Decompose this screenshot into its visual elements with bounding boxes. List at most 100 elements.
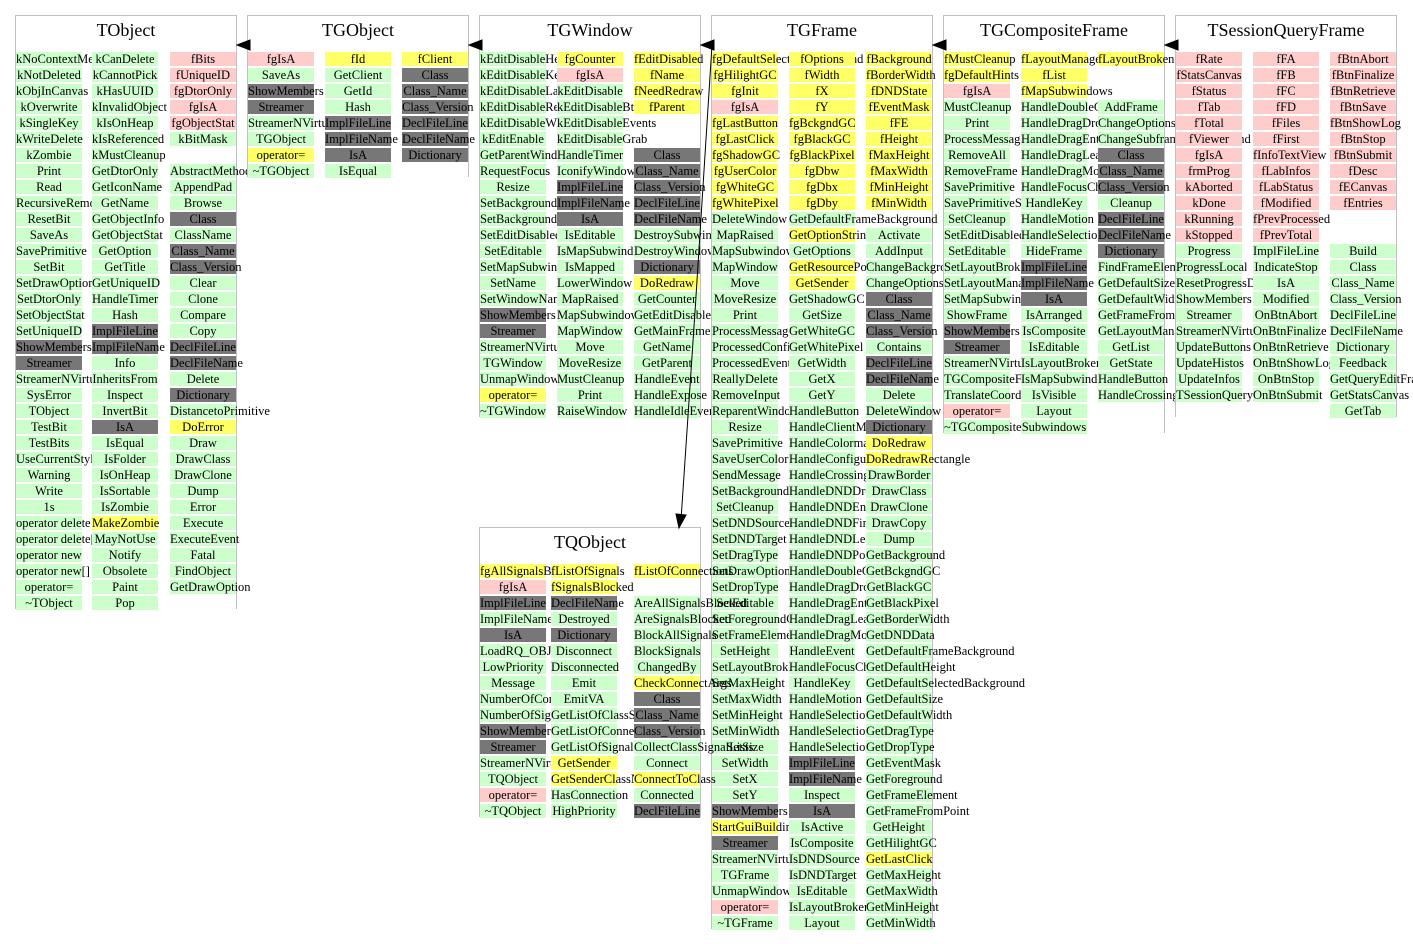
class-title: TGFrame <box>787 20 857 40</box>
class-member: HandleColormapChange <box>789 436 914 450</box>
class-member: StreamerNVirtual <box>944 356 1033 370</box>
class-member: Print <box>557 388 623 402</box>
class-member: TGCompositeFrame <box>944 372 1047 386</box>
class-member: CollectClassSignalLists <box>634 740 754 754</box>
class-member: InvertBit <box>92 404 158 418</box>
class-member: SavePrimitiveSubframes <box>944 196 1069 210</box>
class-member: HandleSelection <box>789 708 872 722</box>
class-member: HandleDragLeave <box>789 612 881 626</box>
class-member: OnBtnStop <box>1253 372 1319 386</box>
class-member: kEditDisableBtnEnable <box>557 100 676 114</box>
class-member: GetWhiteGC <box>789 324 855 338</box>
class-member: Class_Name <box>1098 164 1164 178</box>
class-member: Info <box>92 356 158 370</box>
class-member: GetQueryEditFrame <box>1330 372 1413 386</box>
class-member: GetBorderWidth <box>866 612 950 626</box>
class-member: Class <box>170 212 236 226</box>
class-member: fgIsA <box>557 68 623 82</box>
class-member: IsFolder <box>92 452 158 466</box>
class-member: fgIsA <box>170 100 236 114</box>
class-member: Pop <box>92 596 158 610</box>
class-member: fList <box>1021 68 1087 82</box>
class-member: GetHeight <box>866 820 932 834</box>
class-member: fgIsA <box>944 84 1010 98</box>
class-member: DeclFileLine <box>170 340 236 354</box>
class-member: operator= <box>480 388 546 402</box>
class-member: GetDNDData <box>866 628 935 642</box>
class-member: GetTab <box>1330 404 1396 418</box>
class-member: DrawClone <box>866 500 932 514</box>
class-member: fBtnSubmit <box>1330 148 1396 162</box>
class-member: ImplFileLine <box>1021 260 1087 274</box>
class-member: IsOnHeap <box>92 468 158 482</box>
class-member: kDone <box>1176 196 1242 210</box>
class-title: TGWindow <box>547 20 633 40</box>
class-member: MoveResize <box>557 356 623 370</box>
class-member: UseCurrentStyle <box>16 452 100 466</box>
class-member: Hash <box>325 100 391 114</box>
class-member: DeclFileName <box>551 596 624 610</box>
class-member: GetObjectInfo <box>92 212 165 226</box>
class-member: kAborted <box>1176 180 1242 194</box>
class-member: fgLastClick <box>712 132 778 146</box>
class-member: HandleMotion <box>789 692 862 706</box>
class-member: ~TGCompositeFrame <box>944 420 1054 434</box>
class-member: SetDNDTarget <box>712 532 787 546</box>
class-member: DrawClass <box>170 452 236 466</box>
class-member: Class_Version <box>866 324 938 338</box>
class-member: SetLayoutBroken <box>712 660 801 674</box>
class-member: HandleKey <box>1021 196 1087 210</box>
class-member: operator new <box>16 548 82 562</box>
class-member: DeclFileName <box>402 132 475 146</box>
class-member: fgBlackPixel <box>789 148 855 162</box>
class-member: Disconnect <box>551 644 617 658</box>
class-member: fgIsA <box>480 580 546 594</box>
class-member: Copy <box>170 324 236 338</box>
class-member: kEditDisableEvents <box>557 116 657 130</box>
class-member <box>170 148 236 162</box>
class-member: kOverwrite <box>16 100 82 114</box>
class-member: Class_Name <box>866 308 932 322</box>
class-title: TGObject <box>322 20 394 40</box>
class-title: TSessionQueryFrame <box>1207 20 1365 40</box>
class-box-tgframe: TGFrame fgDefaultSelectedBackground fgHil… <box>711 15 1025 930</box>
class-member: fInfoTextView <box>1253 148 1327 162</box>
class-member: ImplFileName <box>557 196 630 210</box>
class-member: operator= <box>16 580 82 594</box>
class-member: GetSender <box>551 756 617 770</box>
class-member: ChangeBackground <box>866 260 966 274</box>
class-member: MustCleanup <box>944 100 1012 114</box>
class-member: HandleDragLeave <box>1021 148 1113 162</box>
class-member: GetDefaultHeight <box>866 660 956 674</box>
class-member: ChangeOptions <box>1098 116 1176 130</box>
class-member: SetFrameElement <box>712 628 802 642</box>
class-member: fLayoutManager <box>1021 52 1105 66</box>
class-member: operator delete <box>16 516 91 530</box>
class-member: GetEventMask <box>866 756 941 770</box>
class-member: HandleDNDFinished <box>789 516 896 530</box>
class-member: IsMapped <box>557 260 623 274</box>
class-member: Dump <box>170 484 236 498</box>
class-member: FindFrameElement <box>1098 260 1195 274</box>
class-member: MapSubwindows <box>557 308 645 322</box>
class-member: fECanvas <box>1330 180 1396 194</box>
class-member: GetOption <box>92 244 158 258</box>
class-member: DeleteWindow <box>866 404 942 418</box>
class-member: fParent <box>634 100 700 114</box>
class-member: GetDefaultSelectedBackground <box>866 676 1025 690</box>
class-member: IsActive <box>789 820 855 834</box>
class-member: IconifyWindow <box>557 164 636 178</box>
class-member: GetParentWindow <box>480 148 573 162</box>
class-member: fClient <box>402 52 468 66</box>
class-member: SetDropType <box>712 580 779 594</box>
class-member: fPrevProcessed <box>1253 212 1331 226</box>
class-member: DistancetoPrimitive <box>170 404 270 418</box>
class-member: fBtnShowLog <box>1330 116 1401 130</box>
class-member: kCanDelete <box>92 52 158 66</box>
class-member: Class_Name <box>1330 276 1396 290</box>
class-member: HandleEvent <box>634 372 700 386</box>
class-member: ImplFileLine <box>557 180 623 194</box>
class-member: GetDropType <box>866 740 935 754</box>
class-member: Resize <box>480 180 546 194</box>
class-member: GetSenderClassName <box>551 772 661 786</box>
